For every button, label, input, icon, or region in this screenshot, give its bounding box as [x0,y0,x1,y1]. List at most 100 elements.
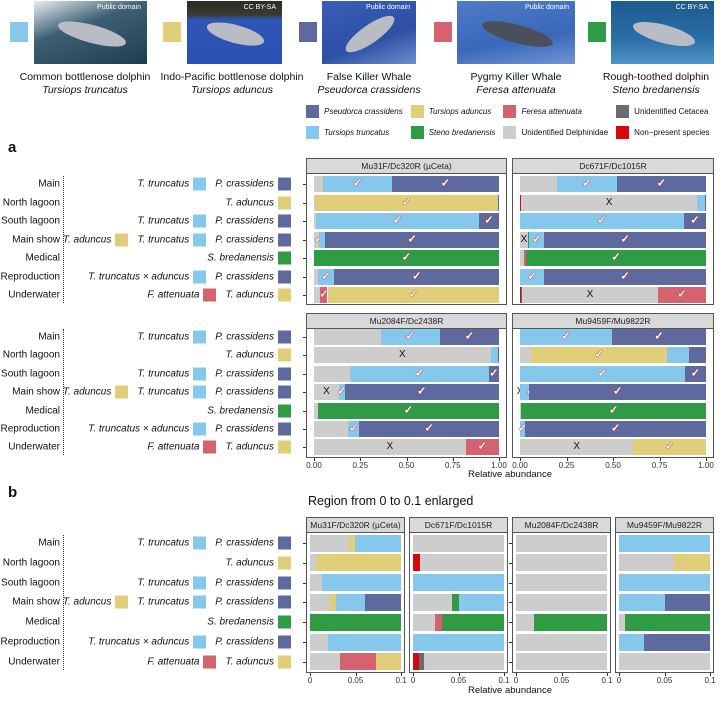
detected-check-icon: ✓ [407,233,417,245]
y-axis-tick [303,622,306,624]
panel-label-a: a [8,139,17,156]
bar-segment-FA [524,250,526,266]
bar-segment-PC [644,633,710,651]
y-axis-tick [509,543,512,544]
y-axis-tick [303,239,306,241]
x-tick-label: 0.25 [558,460,575,470]
bar-segment-UD [516,574,607,592]
bar-segment-TA [673,554,710,572]
area-label: North lagoon [2,557,60,569]
x-axis-tick [413,672,414,676]
y-axis-tick [303,221,306,222]
bar-segment-PC [498,194,499,211]
expected-species-label: P. crassidens [215,178,274,190]
bar-segment-TT [520,329,613,345]
y-axis-tick [303,373,306,375]
expected-species-swatch [203,655,217,669]
y-axis-tick [303,429,306,430]
detected-check-icon: ✓ [597,214,607,227]
bar-segment-UC [419,653,424,671]
bar-segment-TT [619,574,710,592]
bar-segment-TT [619,534,710,552]
x-tick-label: 0.25 [352,460,369,470]
detected-check-icon: ✓ [417,385,427,398]
x-axis-label-b: Relative abundance [468,684,552,696]
legend-item: Unidentified Delphinidae [503,125,608,139]
expected-species-swatch [115,595,129,609]
dolphin-silhouette [630,17,697,51]
bar-segment-TA [349,534,355,552]
legend-swatch [616,104,630,118]
bar-segment-UD [314,231,319,248]
expected-species-label: T. aduncus [225,197,274,208]
y-axis-tick [509,661,512,663]
bar-segment-SB [317,402,499,419]
expected-species-label: T. truncatus [137,331,190,343]
detected-check-icon: ✓ [527,270,537,282]
detected-check-icon: ✓ [597,367,607,380]
bar-segment-TT [520,268,545,285]
bar-segment-PC [439,329,499,345]
expected-species-list: T. aduncus [225,348,296,362]
x-axis-tick [613,457,614,461]
x-axis-tick [355,672,357,676]
bar-segment-TT [413,574,504,592]
not-detected-x-icon: X [586,289,594,300]
bar-segment-TT [413,633,504,651]
expected-species-label: T. truncatus × aduncus [88,636,190,648]
species-common-name: False Killer Whale [326,71,412,83]
expected-species-swatch [193,595,207,609]
expected-species-swatch [278,615,291,629]
expected-species-list: T. aduncus T. truncatus P. crassidens [63,595,296,609]
y-axis-tick [303,562,306,564]
y-axis-tick [303,202,306,204]
bar-segment-PC [689,347,706,364]
x-axis-tick [310,672,311,676]
dolphin-silhouette [204,17,267,51]
detected-check-icon: ✓ [654,330,664,343]
expected-species-label: P. crassidens [215,368,274,380]
area-label: South lagoon [1,215,60,227]
detected-check-icon: ✓ [620,270,630,282]
dolphin-silhouette [55,16,128,52]
area-label: Underwater [8,289,60,301]
facet-title: Mu2084F/Dc2438R [513,518,610,533]
bar-segment-UD [314,402,318,419]
bar-segment-PC [391,176,499,192]
species-photo: Public domain [322,1,416,64]
bar-segment-PC [529,384,706,401]
detected-check-icon: ✓ [402,196,412,208]
bar-segment-FA [657,287,706,303]
expected-species-label: F. attenuata [147,656,200,668]
species-scientific-name: Steno bredanensis [612,84,700,96]
bar-segment-TA [315,194,499,211]
expected-species-list: T. truncatus × aduncus P. crassidens [88,635,296,649]
bar-segment-UD [310,534,350,552]
legend-item: Tursiops truncatus [306,125,403,139]
species-color-swatch [299,22,317,42]
expected-species-list: T. aduncus [225,196,296,209]
detected-check-icon: ✓ [610,422,621,435]
facet-title: Dc671F/Dc1015R [513,159,713,174]
y-axis-tick [303,642,306,643]
expected-species-list: T. truncatus P. crassidens [137,367,296,381]
bar-segment-SB [534,613,607,631]
expected-species-label: P. crassidens [215,537,274,549]
not-detected-x-icon: X [386,441,394,453]
detected-check-icon: ✓ [611,251,621,264]
bar-segment-UD [516,534,607,552]
species-scientific-name: Feresa attenuata [476,84,556,96]
area-label: Main show [12,386,60,398]
x-axis-tick [504,672,505,676]
expected-species-swatch [115,385,129,399]
bar-segment-UD [520,231,528,248]
dolphin-silhouette [340,9,399,59]
expected-species-swatch [203,288,217,302]
species-common-name: Common bottlenose dolphin [19,71,151,83]
bar-segment-UD [516,653,607,671]
expected-species-label: T. truncatus [137,537,190,549]
bar-segment-TT [319,231,326,248]
bar-segment-UD [413,593,453,611]
photo-license-label: Public domain [97,4,141,11]
bar-segment-TT [520,384,530,401]
